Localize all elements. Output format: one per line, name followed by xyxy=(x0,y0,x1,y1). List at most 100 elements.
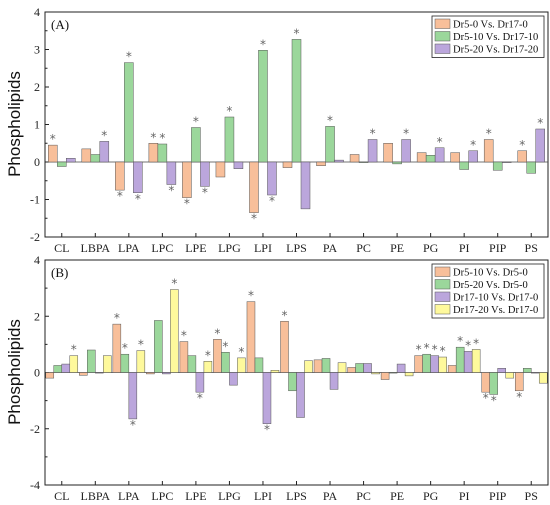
bar xyxy=(45,372,55,379)
bar xyxy=(349,154,360,163)
bar xyxy=(128,372,138,420)
legend-label: Dr5-10 Vs. Dr5-0 xyxy=(453,268,528,279)
bar xyxy=(313,359,323,373)
bar xyxy=(304,360,313,373)
bar xyxy=(438,356,447,373)
bar xyxy=(334,159,344,163)
bar xyxy=(120,353,130,373)
y-tick-label: 4 xyxy=(34,253,40,267)
significance-mark: * xyxy=(437,135,443,149)
significance-mark: * xyxy=(424,341,430,355)
legend-label: Dr5-10 Vs. Dr17-10 xyxy=(453,32,538,43)
bar xyxy=(471,349,481,373)
x-tick-label: PA xyxy=(323,489,338,503)
x-tick-label: CL xyxy=(54,241,69,255)
bar xyxy=(115,161,125,191)
bar xyxy=(430,355,439,373)
bar xyxy=(87,349,96,373)
bar xyxy=(187,355,197,373)
bar xyxy=(380,372,390,380)
bar xyxy=(422,353,431,373)
bar xyxy=(358,161,369,163)
significance-mark: * xyxy=(537,116,543,130)
legend-swatch xyxy=(434,291,451,302)
significance-mark: * xyxy=(202,185,208,199)
x-tick-label: LBPA xyxy=(81,489,111,503)
significance-mark: * xyxy=(226,104,232,118)
significance-mark: * xyxy=(181,329,187,343)
bar xyxy=(455,346,465,373)
bar xyxy=(489,372,498,395)
x-tick-label: LPG xyxy=(218,241,241,255)
significance-mark: * xyxy=(138,338,144,352)
bar xyxy=(90,154,101,163)
x-tick-label: PG xyxy=(423,489,439,503)
x-tick-label: LPG xyxy=(218,489,241,503)
bar xyxy=(162,372,171,375)
legend-label: Dr17-10 Vs. Dr17-0 xyxy=(453,293,538,304)
significance-mark: * xyxy=(282,308,288,322)
significance-mark: * xyxy=(519,138,525,152)
y-tick-label: -4 xyxy=(30,478,40,492)
significance-mark: * xyxy=(114,311,120,325)
bar xyxy=(249,161,259,213)
bar xyxy=(282,161,293,168)
significance-mark: * xyxy=(130,418,136,432)
significance-mark: * xyxy=(457,334,463,348)
significance-mark: * xyxy=(470,138,476,152)
bar xyxy=(468,150,478,163)
significance-mark: * xyxy=(473,336,479,350)
significance-mark: * xyxy=(491,393,497,407)
bar xyxy=(154,320,163,373)
y-tick-label: 0 xyxy=(34,155,40,169)
significance-mark: * xyxy=(159,131,165,145)
x-tick-label: LBPA xyxy=(81,241,111,255)
bar xyxy=(526,161,536,174)
bar xyxy=(136,350,146,373)
legend-swatch xyxy=(434,304,451,315)
bar xyxy=(296,372,305,418)
significance-mark: * xyxy=(416,343,422,357)
bar xyxy=(280,321,289,373)
x-tick-label: LPA xyxy=(118,489,140,503)
bar xyxy=(48,144,58,163)
bar xyxy=(517,150,527,163)
y-tick-label: 4 xyxy=(34,5,40,19)
bar xyxy=(497,368,506,373)
legend-box xyxy=(431,263,545,319)
legend-swatch xyxy=(434,43,451,54)
bar xyxy=(288,372,297,392)
significance-mark: * xyxy=(184,197,190,211)
panel-label: (A) xyxy=(51,17,69,32)
bar xyxy=(434,147,445,163)
y-tick-label: 3 xyxy=(34,43,40,57)
bar xyxy=(522,368,532,373)
bar xyxy=(321,358,331,373)
bar xyxy=(233,161,244,169)
significance-mark: * xyxy=(135,192,141,206)
x-tick-label: PA xyxy=(323,241,338,255)
bar xyxy=(492,161,503,171)
bar xyxy=(450,152,460,163)
bar xyxy=(535,128,545,163)
x-tick-label: PG xyxy=(423,241,439,255)
panel-label: (B) xyxy=(51,265,68,280)
bar xyxy=(99,141,110,163)
bar xyxy=(182,161,192,198)
bar xyxy=(103,355,112,373)
significance-mark: * xyxy=(327,113,333,127)
significance-mark: * xyxy=(205,348,211,362)
significance-mark: * xyxy=(193,115,199,129)
bar xyxy=(246,301,256,373)
bar xyxy=(501,161,512,163)
y-tick-label: 1 xyxy=(34,118,40,132)
significance-mark: * xyxy=(197,391,203,405)
bar xyxy=(112,323,122,373)
significance-mark: * xyxy=(264,423,270,437)
bar xyxy=(383,143,393,163)
x-tick-label: PE xyxy=(390,489,404,503)
legend-swatch xyxy=(434,279,451,290)
